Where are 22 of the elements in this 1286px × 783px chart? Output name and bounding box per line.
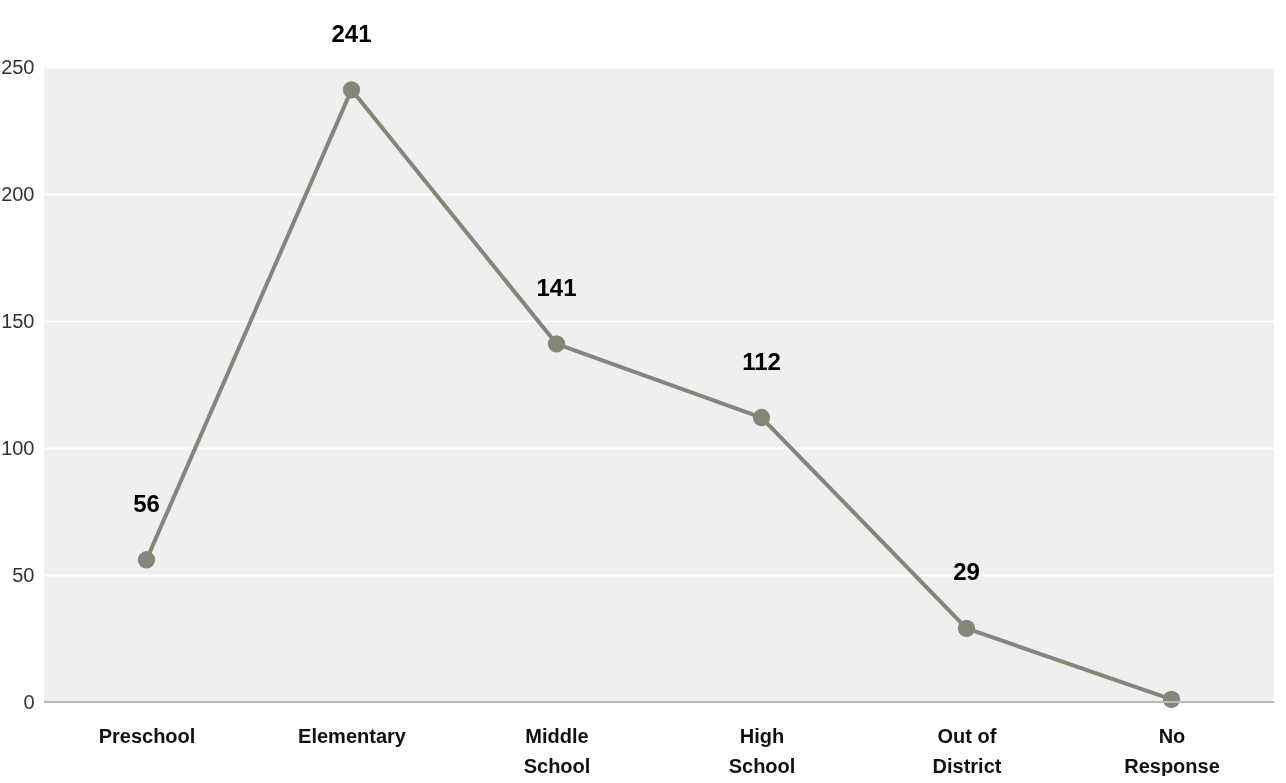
point bbox=[342, 81, 361, 99]
x-tick-label: Preschool bbox=[98, 724, 196, 747]
data-label: 29 bbox=[953, 558, 980, 586]
y-tick-label: 100 bbox=[1, 436, 35, 459]
data-label: 56 bbox=[133, 489, 160, 517]
y-tick-label: 150 bbox=[1, 309, 35, 332]
x-tick-label: No Response bbox=[1124, 724, 1220, 777]
x-tick-label: Middle School bbox=[523, 724, 591, 777]
data-label: 112 bbox=[742, 347, 781, 375]
y-tick-label: 0 bbox=[23, 690, 35, 713]
y-tick-label: 50 bbox=[12, 563, 35, 586]
point bbox=[752, 408, 771, 427]
x-tick-label: Out of District bbox=[932, 724, 1002, 777]
x-tick-label: Elementary bbox=[298, 724, 407, 747]
data-label: 241 bbox=[331, 19, 372, 47]
x-tick-label: High School bbox=[728, 724, 796, 777]
y-tick-label: 250 bbox=[1, 55, 35, 78]
point bbox=[547, 335, 566, 353]
point bbox=[137, 551, 156, 569]
data-label: 141 bbox=[536, 273, 577, 301]
y-tick-label: 200 bbox=[1, 182, 35, 205]
point bbox=[957, 619, 976, 637]
